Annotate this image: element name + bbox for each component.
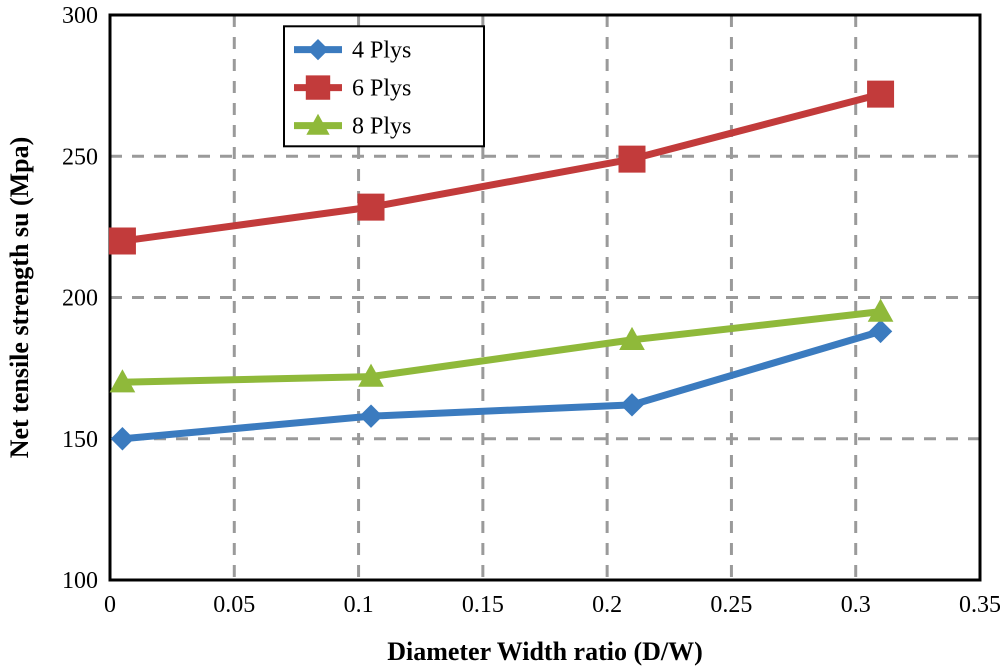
legend-label: 6 Plys xyxy=(352,76,411,102)
y-tick-label: 250 xyxy=(62,144,98,170)
x-tick-label: 0.2 xyxy=(592,592,622,618)
x-tick-label: 0.35 xyxy=(959,592,1000,618)
series-marker xyxy=(109,228,135,254)
legend-label: 4 Plys xyxy=(352,38,411,64)
y-axis-label: Net tensile strength su (Mpa) xyxy=(5,137,34,459)
x-tick-label: 0.1 xyxy=(344,592,374,618)
x-tick-label: 0.05 xyxy=(213,592,255,618)
legend-label: 8 Plys xyxy=(352,114,411,140)
series-marker xyxy=(619,146,645,172)
x-tick-label: 0.15 xyxy=(462,592,504,618)
legend: 4 Plys 6 Plys 8 Plys xyxy=(284,26,484,146)
line-chart: 0 0.05 0.1 0.15 0.2 0.25 0.3 0.35 100 150 200 250 30… xyxy=(0,0,1000,668)
y-tick-label: 100 xyxy=(62,568,98,594)
series-marker xyxy=(358,194,384,220)
y-tick-label: 150 xyxy=(62,427,98,453)
legend-marker xyxy=(306,76,329,99)
x-tick-label: 0 xyxy=(104,592,116,618)
x-tick-label: 0.25 xyxy=(710,592,752,618)
chart-container: 0 0.05 0.1 0.15 0.2 0.25 0.3 0.35 100 150 200 250 30… xyxy=(0,0,1000,668)
series-marker xyxy=(868,81,894,107)
y-tick-label: 300 xyxy=(62,3,98,29)
y-tick-label: 200 xyxy=(62,286,98,312)
x-tick-label: 0.3 xyxy=(841,592,871,618)
x-axis-label: Diameter Width ratio (D/W) xyxy=(387,637,703,666)
